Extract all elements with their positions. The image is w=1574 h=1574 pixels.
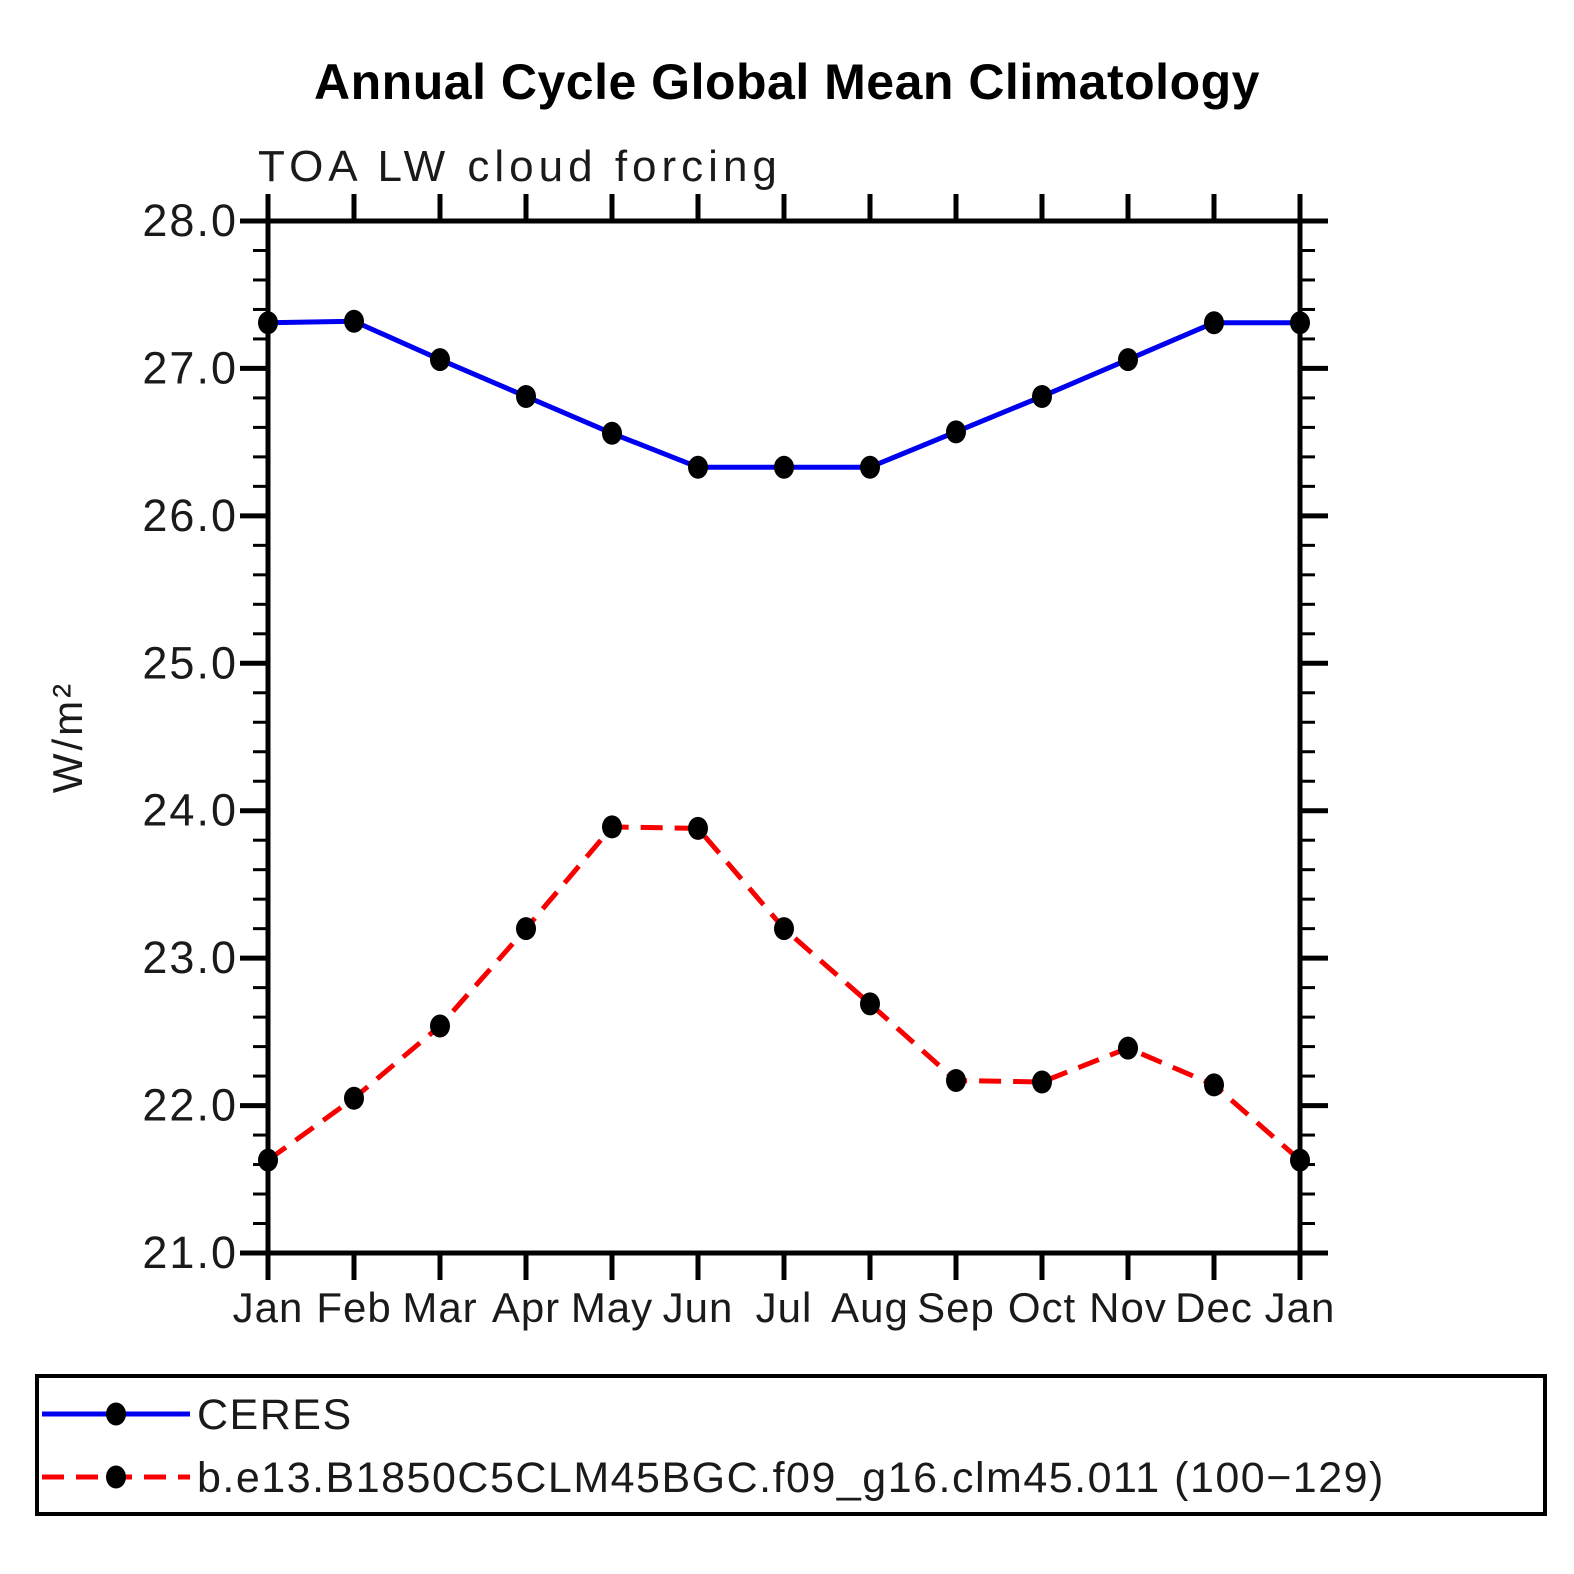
data-point-dot xyxy=(1118,348,1138,372)
legend-box xyxy=(35,1374,1547,1516)
y-tick-label: 23.0 xyxy=(142,932,238,983)
data-point-dot xyxy=(258,311,278,335)
y-tick-label: 27.0 xyxy=(142,342,238,393)
data-point-dot xyxy=(1032,1070,1052,1094)
data-point-dot xyxy=(1290,311,1310,335)
data-point-dot xyxy=(516,917,536,941)
data-point-dot xyxy=(1032,384,1052,408)
data-point-dot xyxy=(258,1148,278,1172)
chart-title: Annual Cycle Global Mean Climatology xyxy=(314,54,1260,110)
y-tick-label: 25.0 xyxy=(142,637,238,688)
y-tick-label: 21.0 xyxy=(142,1227,238,1278)
data-point-dot xyxy=(774,917,794,941)
axes xyxy=(240,194,1328,1280)
y-tick-labels: 21.0 22.0 23.0 24.0 25.0 26.0 27.0 28.0 xyxy=(142,195,238,1278)
legend-marker-dot-icon xyxy=(106,1402,126,1426)
data-point-dot xyxy=(946,420,966,444)
legend-label-ceres: CERES xyxy=(197,1391,353,1439)
data-point-dot xyxy=(688,816,708,840)
data-point-dot xyxy=(602,421,622,445)
x-tick-label: Apr xyxy=(492,1284,560,1331)
x-tick-label: May xyxy=(571,1284,653,1331)
data-point-dot xyxy=(430,1014,450,1038)
x-tick-label: Oct xyxy=(1008,1284,1076,1331)
x-tick-label: Feb xyxy=(316,1284,391,1331)
data-point-dot xyxy=(860,455,880,479)
plot-frame xyxy=(265,218,1303,1256)
data-point-markers xyxy=(258,309,1310,1172)
legend-label-model: b.e13.B1850C5CLM45BGC.f09_g16.clm45.011 … xyxy=(197,1454,1385,1502)
data-point-dot xyxy=(1204,311,1224,335)
x-tick-labels: Jan Feb Mar Apr May Jun Jul Aug Sep Oct Nov Dec Jan xyxy=(233,1284,1336,1331)
data-point-dot xyxy=(1204,1073,1224,1097)
y-tick-label: 24.0 xyxy=(142,785,238,836)
x-tick-label: Nov xyxy=(1089,1284,1167,1331)
legend-entry-ceres: CERES xyxy=(42,1391,353,1439)
y-axis-label: W/m² xyxy=(44,681,91,793)
y-tick-label: 26.0 xyxy=(142,490,238,541)
data-point-dot xyxy=(430,348,450,372)
y-tick-label: 22.0 xyxy=(142,1080,238,1131)
legend-entry-model: b.e13.B1850C5CLM45BGC.f09_g16.clm45.011 … xyxy=(42,1454,1385,1502)
legend-marker-dot-icon xyxy=(106,1465,126,1489)
data-point-dot xyxy=(344,309,364,333)
data-point-dot xyxy=(516,384,536,408)
x-tick-label: Mar xyxy=(402,1284,477,1331)
x-tick-label: Aug xyxy=(831,1284,909,1331)
data-point-dot xyxy=(344,1086,364,1110)
data-point-dot xyxy=(1290,1148,1310,1172)
data-point-dot xyxy=(774,455,794,479)
data-point-dot xyxy=(1118,1036,1138,1060)
x-tick-label: Jan xyxy=(233,1284,304,1331)
series-lines xyxy=(266,318,1302,1163)
data-point-dot xyxy=(860,992,880,1016)
x-tick-label: Dec xyxy=(1175,1284,1253,1331)
x-tick-label: Jul xyxy=(756,1284,813,1331)
x-tick-label: Sep xyxy=(917,1284,995,1331)
data-point-dot xyxy=(946,1069,966,1093)
x-tick-label: Jan xyxy=(1265,1284,1336,1331)
data-point-dot xyxy=(688,455,708,479)
model-line xyxy=(266,824,1302,1163)
y-tick-label: 28.0 xyxy=(142,195,238,246)
data-point-dot xyxy=(602,815,622,839)
chart-subtitle: TOA LW cloud forcing xyxy=(258,142,782,191)
ceres-line xyxy=(267,318,1300,470)
x-tick-label: Jun xyxy=(663,1284,734,1331)
legend: CERES b.e13.B1850C5CLM45BGC.f09_g16.clm4… xyxy=(35,1374,1547,1516)
